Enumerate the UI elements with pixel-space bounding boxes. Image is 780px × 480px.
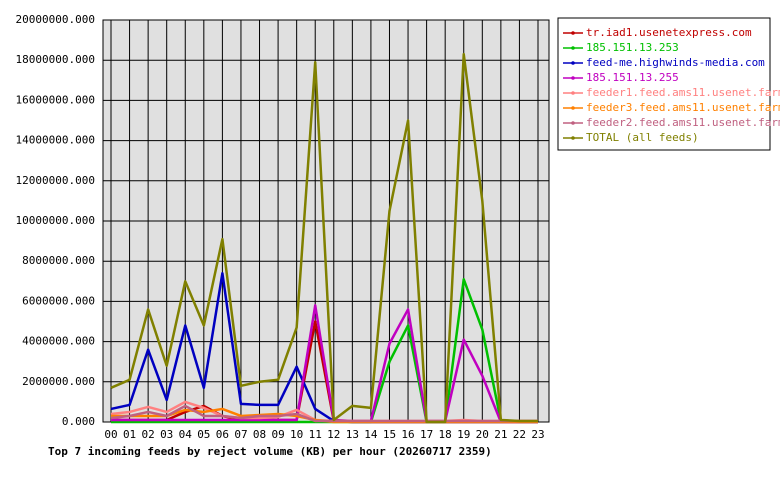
legend-marker	[571, 91, 575, 95]
y-tick-label: 10000000.000	[16, 214, 95, 227]
x-tick-label: 02	[142, 428, 155, 441]
x-tick-label: 16	[401, 428, 414, 441]
x-tick-label: 06	[216, 428, 229, 441]
x-tick-label: 07	[234, 428, 247, 441]
x-tick-label: 15	[383, 428, 396, 441]
legend-marker	[571, 106, 575, 110]
x-tick-label: 09	[271, 428, 284, 441]
chart-title: Top 7 incoming feeds by reject volume (K…	[48, 445, 492, 458]
y-tick-label: 14000000.000	[16, 134, 95, 147]
legend-label: feeder2.feed.ams11.usenet.farm	[586, 116, 780, 129]
legend-label: tr.iad1.usenetexpress.com	[586, 26, 752, 39]
x-tick-label: 04	[179, 428, 193, 441]
legend-box	[557, 17, 771, 151]
x-tick-label: 05	[197, 428, 210, 441]
x-tick-label: 18	[439, 428, 452, 441]
legend-label: feeder1.feed.ams11.usenet.farm	[586, 86, 780, 99]
legend-marker	[571, 136, 575, 140]
x-tick-label: 23	[531, 428, 544, 441]
x-tick-label: 19	[457, 428, 470, 441]
legend-marker	[571, 46, 575, 50]
x-tick-label: 00	[104, 428, 117, 441]
y-tick-label: 0.000	[62, 415, 95, 428]
x-tick-label: 22	[513, 428, 526, 441]
y-tick-label: 16000000.000	[16, 93, 95, 106]
series-line	[110, 52, 538, 424]
legend-label: feeder3.feed.ams11.usenet.farm	[586, 101, 780, 114]
y-tick-label: 18000000.000	[16, 53, 95, 66]
y-tick-label: 2000000.000	[22, 375, 95, 388]
legend-marker	[571, 31, 575, 35]
y-tick-label: 12000000.000	[16, 174, 95, 187]
y-tick-label: 20000000.000	[16, 13, 95, 26]
x-tick-label: 08	[253, 428, 266, 441]
x-tick-label: 21	[494, 428, 507, 441]
x-tick-label: 12	[327, 428, 340, 441]
x-tick-label: 17	[420, 428, 433, 441]
legend-label: TOTAL (all feeds)	[586, 131, 699, 144]
x-tick-label: 14	[364, 428, 378, 441]
y-tick-label: 4000000.000	[22, 335, 95, 348]
legend-label: 185.151.13.253	[586, 41, 679, 54]
legend-marker	[571, 76, 575, 80]
x-tick-label: 13	[346, 428, 359, 441]
x-tick-label: 03	[160, 428, 173, 441]
x-tick-label: 10	[290, 428, 303, 441]
legend-label: feed-me.highwinds-media.com	[586, 56, 765, 69]
y-tick-label: 8000000.000	[22, 254, 95, 267]
x-tick-label: 11	[309, 428, 322, 441]
x-tick-label: 01	[123, 428, 136, 441]
legend-marker	[571, 121, 575, 125]
series-line	[110, 404, 538, 423]
legend-marker	[571, 61, 575, 65]
legend-label: 185.151.13.255	[586, 71, 679, 84]
series-line	[111, 304, 538, 424]
y-tick-label: 6000000.000	[22, 294, 95, 307]
x-tick-label: 20	[476, 428, 489, 441]
